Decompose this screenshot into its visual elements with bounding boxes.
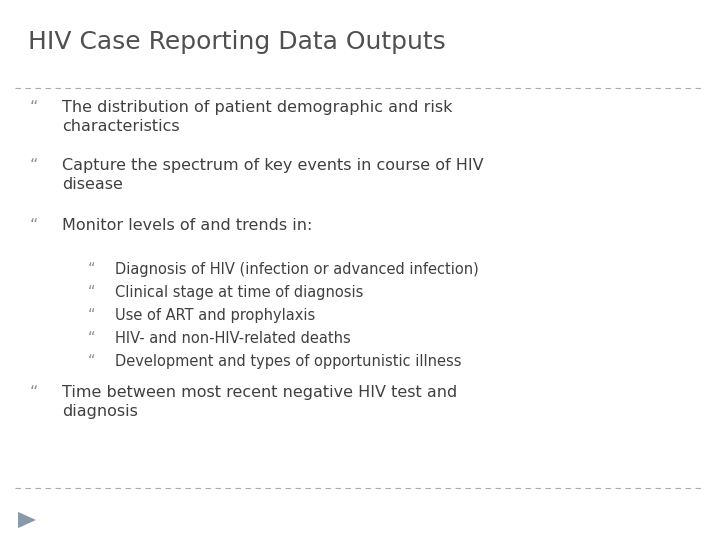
Text: “: “ <box>30 158 38 173</box>
Text: Development and types of opportunistic illness: Development and types of opportunistic i… <box>115 354 462 369</box>
Text: “: “ <box>30 100 38 115</box>
Text: Use of ART and prophylaxis: Use of ART and prophylaxis <box>115 308 315 323</box>
Text: HIV- and non-HIV-related deaths: HIV- and non-HIV-related deaths <box>115 331 351 346</box>
Text: Time between most recent negative HIV test and
diagnosis: Time between most recent negative HIV te… <box>62 385 457 418</box>
Text: Clinical stage at time of diagnosis: Clinical stage at time of diagnosis <box>115 285 364 300</box>
Text: “: “ <box>88 285 96 300</box>
Text: “: “ <box>88 354 96 369</box>
Polygon shape <box>18 512 36 528</box>
Text: The distribution of patient demographic and risk
characteristics: The distribution of patient demographic … <box>62 100 452 133</box>
Text: Capture the spectrum of key events in course of HIV
disease: Capture the spectrum of key events in co… <box>62 158 484 192</box>
Text: “: “ <box>88 308 96 323</box>
Text: “: “ <box>88 331 96 346</box>
Text: Diagnosis of HIV (infection or advanced infection): Diagnosis of HIV (infection or advanced … <box>115 262 479 277</box>
Text: Monitor levels of and trends in:: Monitor levels of and trends in: <box>62 218 312 233</box>
Text: “: “ <box>30 385 38 400</box>
Text: “: “ <box>30 218 38 233</box>
Text: HIV Case Reporting Data Outputs: HIV Case Reporting Data Outputs <box>28 30 446 54</box>
Text: “: “ <box>88 262 96 277</box>
